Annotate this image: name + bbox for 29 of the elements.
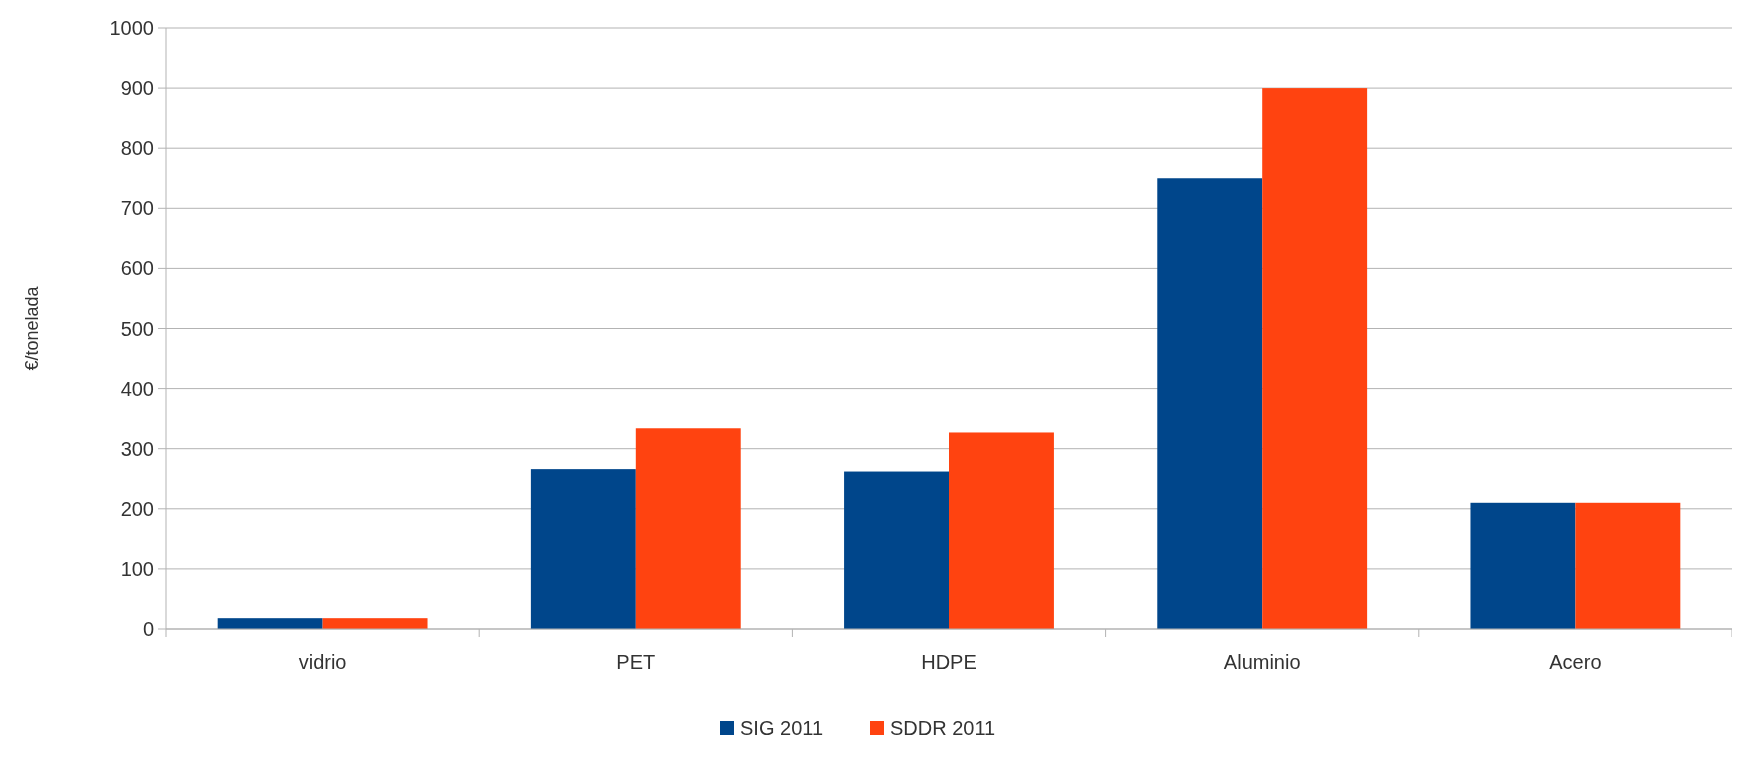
y-tick-label: 800 xyxy=(120,137,154,160)
bar xyxy=(1575,502,1681,629)
bar xyxy=(1262,88,1368,629)
y-tick-label: 1000 xyxy=(109,17,154,39)
bar xyxy=(1470,502,1576,629)
x-tick-label: Aluminio xyxy=(1223,651,1301,673)
y-tick-label: 700 xyxy=(120,197,154,220)
x-tick-label: vidrio xyxy=(298,651,347,673)
x-tick-label: PET xyxy=(616,651,656,673)
y-tick-label: 300 xyxy=(120,437,154,460)
y-tick-label: 100 xyxy=(120,557,154,580)
y-tick-label: 400 xyxy=(120,377,154,400)
bar xyxy=(322,618,428,629)
legend-label: SDDR 2011 xyxy=(890,717,996,739)
x-tick-label: HDPE xyxy=(921,651,977,673)
x-tick-label: Acero xyxy=(1549,651,1602,673)
legend-label: SIG 2011 xyxy=(740,717,824,739)
bar xyxy=(949,432,1054,629)
y-tick-label: 900 xyxy=(120,77,154,100)
y-tick-label: 200 xyxy=(120,497,154,520)
bar xyxy=(844,471,949,629)
y-tick-label: 500 xyxy=(120,317,154,340)
y-tick-label: 600 xyxy=(120,257,154,280)
bar xyxy=(1157,178,1263,629)
bar xyxy=(635,428,741,629)
bar xyxy=(530,469,636,629)
y-tick-label: 0 xyxy=(142,618,154,640)
bar xyxy=(217,618,323,629)
y-axis-title: €/tonelada xyxy=(22,285,42,371)
